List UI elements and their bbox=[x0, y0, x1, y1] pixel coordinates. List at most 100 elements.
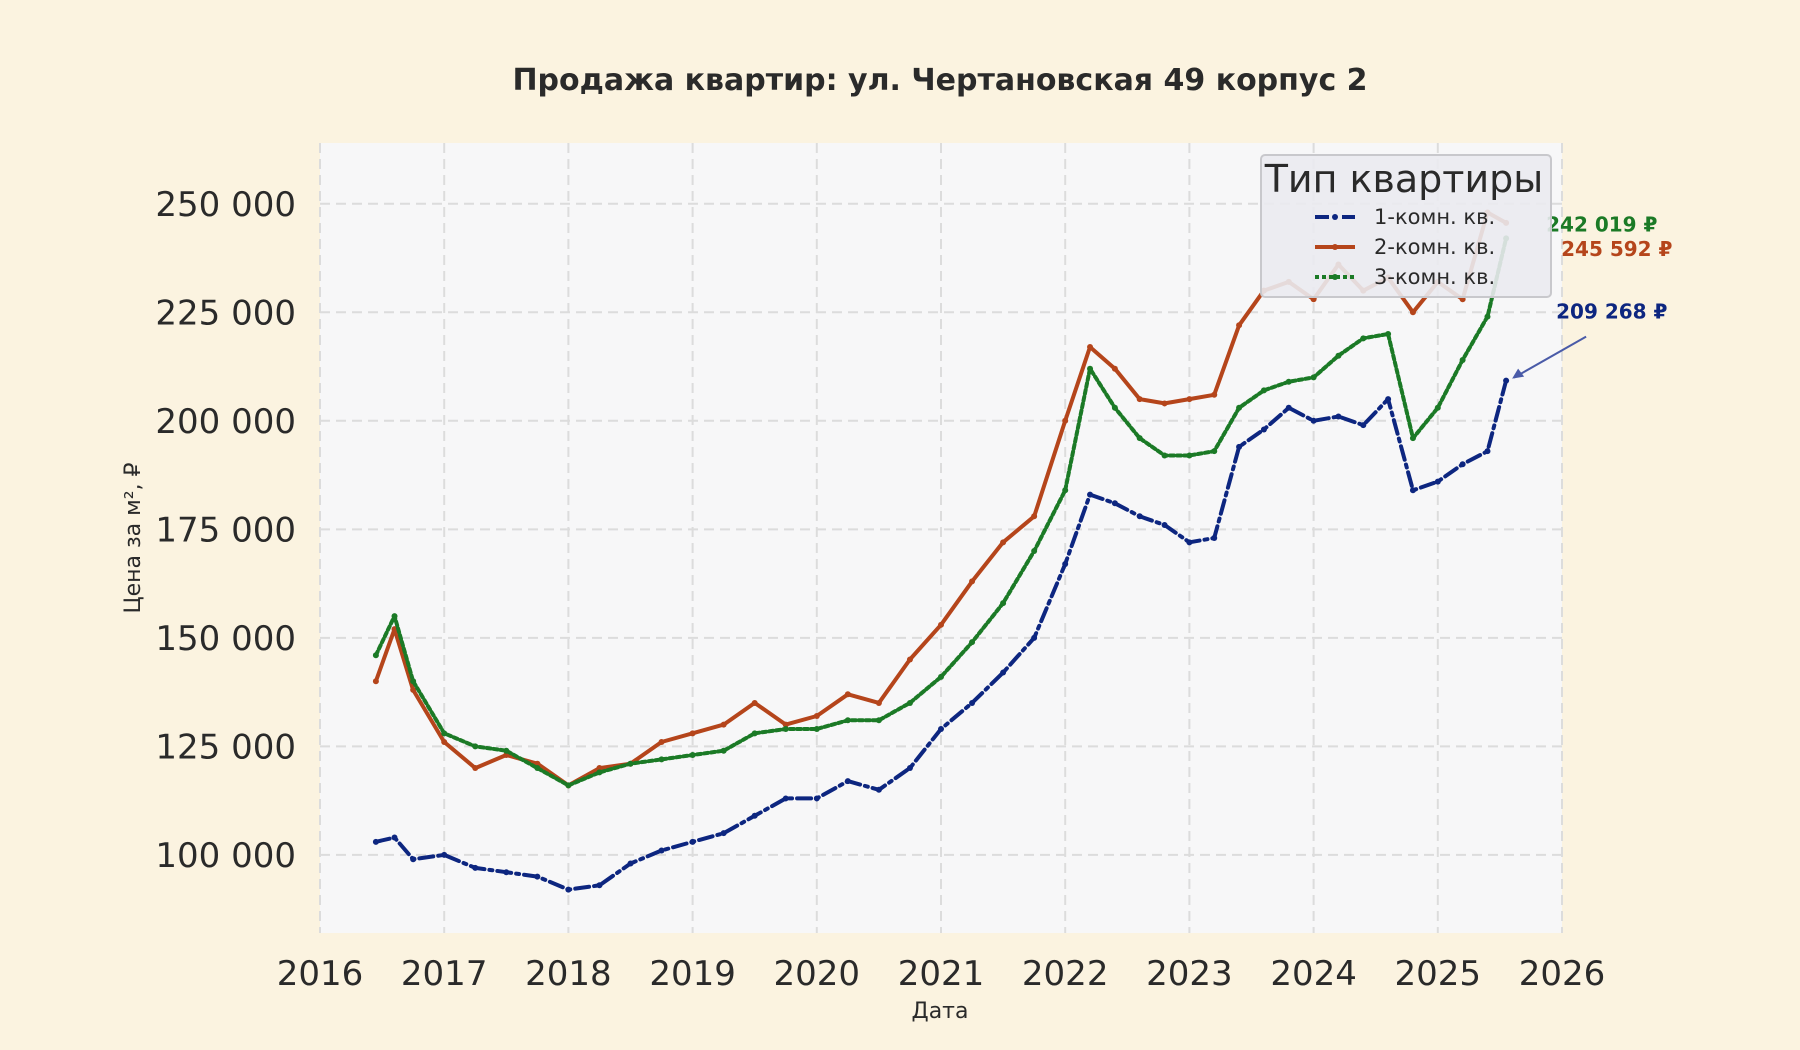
data-point bbox=[1459, 461, 1466, 468]
y-ticks: 100 000 125 000 150 000 175 000 200 000 225 0… bbox=[155, 185, 296, 876]
x-tick-label: 2025 bbox=[1395, 954, 1482, 994]
data-point bbox=[1000, 539, 1007, 546]
data-point bbox=[391, 626, 398, 633]
data-point bbox=[1409, 487, 1416, 494]
data-point bbox=[844, 717, 851, 724]
data-point bbox=[1484, 448, 1491, 455]
data-point bbox=[410, 678, 417, 685]
data-point bbox=[875, 717, 882, 724]
data-point bbox=[938, 621, 944, 628]
data-point bbox=[1111, 500, 1118, 507]
data-point bbox=[410, 856, 417, 863]
x-ticks: 2016 2017 2018 2019 2020 2021 2022 2023 2024 2025… bbox=[277, 954, 1606, 994]
data-point bbox=[627, 860, 634, 867]
x-tick-label: 2016 bbox=[277, 954, 364, 994]
data-point bbox=[596, 765, 603, 772]
data-point bbox=[410, 686, 417, 693]
annotation-arrowhead bbox=[1512, 368, 1525, 379]
data-point bbox=[472, 864, 479, 871]
data-point bbox=[1236, 443, 1243, 450]
data-point bbox=[441, 851, 448, 858]
data-point bbox=[1260, 426, 1267, 433]
data-point bbox=[472, 743, 479, 750]
annotation-label: 242 019 ₽ bbox=[1546, 212, 1657, 236]
x-tick-label: 2026 bbox=[1519, 954, 1606, 994]
data-point bbox=[813, 712, 820, 719]
data-point bbox=[503, 747, 510, 754]
data-point bbox=[1285, 404, 1292, 411]
data-point bbox=[372, 652, 379, 659]
y-tick-label: 200 000 bbox=[155, 402, 296, 442]
data-point bbox=[1186, 396, 1193, 403]
legend-title: Тип квартиры bbox=[1264, 157, 1544, 201]
data-point bbox=[1087, 491, 1094, 498]
data-point bbox=[441, 739, 448, 746]
y-tick-label: 125 000 bbox=[155, 727, 296, 767]
data-point bbox=[969, 639, 976, 646]
legend-label: 1-комн. кв. bbox=[1374, 205, 1495, 229]
data-point bbox=[875, 786, 882, 793]
data-point bbox=[1285, 378, 1292, 385]
data-point bbox=[441, 730, 448, 737]
data-point bbox=[689, 752, 696, 759]
x-tick-label: 2024 bbox=[1270, 954, 1357, 994]
legend-marker bbox=[1332, 244, 1338, 250]
data-point bbox=[1409, 435, 1416, 442]
y-tick-label: 100 000 bbox=[155, 836, 296, 876]
annotations: 209 268 ₽ 245 592 ₽242 019 ₽ bbox=[1512, 212, 1673, 379]
data-point bbox=[1211, 535, 1218, 541]
data-point bbox=[1031, 548, 1038, 555]
data-point bbox=[1087, 344, 1094, 351]
data-point bbox=[534, 765, 541, 772]
legend-label: 3-комн. кв. bbox=[1374, 265, 1495, 289]
data-point bbox=[1062, 561, 1069, 568]
data-point bbox=[689, 730, 696, 737]
data-point bbox=[565, 782, 572, 789]
data-point bbox=[658, 739, 665, 746]
data-point bbox=[751, 730, 758, 737]
data-point bbox=[1360, 422, 1367, 429]
annotation-label: 209 268 ₽ bbox=[1556, 300, 1667, 324]
data-point bbox=[1360, 335, 1367, 342]
data-point bbox=[1161, 400, 1168, 407]
x-tick-label: 2021 bbox=[898, 954, 985, 994]
series-line-1 bbox=[373, 378, 1509, 892]
data-point bbox=[1136, 396, 1143, 403]
data-point bbox=[875, 699, 882, 706]
data-point bbox=[782, 721, 789, 728]
data-point bbox=[1503, 377, 1510, 384]
data-point bbox=[844, 691, 851, 698]
data-point bbox=[1409, 309, 1416, 316]
data-point bbox=[1459, 357, 1466, 364]
data-point bbox=[720, 721, 727, 728]
x-tick-label: 2017 bbox=[401, 954, 488, 994]
data-point bbox=[1111, 365, 1118, 372]
annotation-label: 245 592 ₽ bbox=[1561, 237, 1672, 261]
data-point bbox=[906, 699, 913, 706]
data-point bbox=[503, 869, 510, 876]
data-point bbox=[1310, 374, 1317, 381]
data-point bbox=[689, 838, 696, 845]
data-point bbox=[534, 873, 541, 880]
data-point bbox=[1211, 391, 1218, 398]
x-tick-label: 2020 bbox=[774, 954, 861, 994]
x-tick-label: 2023 bbox=[1146, 954, 1233, 994]
data-point bbox=[938, 673, 944, 680]
data-point bbox=[720, 830, 727, 837]
data-point bbox=[1236, 322, 1243, 329]
data-point bbox=[938, 725, 944, 732]
data-point bbox=[1385, 330, 1392, 337]
data-point bbox=[1335, 413, 1342, 420]
data-point bbox=[596, 769, 603, 776]
x-axis-label: Дата bbox=[912, 999, 969, 1024]
data-point bbox=[627, 760, 634, 767]
annotation-arrow bbox=[1513, 335, 1587, 379]
data-point bbox=[1236, 404, 1243, 411]
x-tick-label: 2018 bbox=[525, 954, 612, 994]
data-point bbox=[844, 778, 851, 785]
data-point bbox=[1310, 417, 1317, 424]
data-point bbox=[969, 578, 976, 585]
series-line-3 bbox=[373, 236, 1509, 788]
x-tick-label: 2019 bbox=[649, 954, 736, 994]
